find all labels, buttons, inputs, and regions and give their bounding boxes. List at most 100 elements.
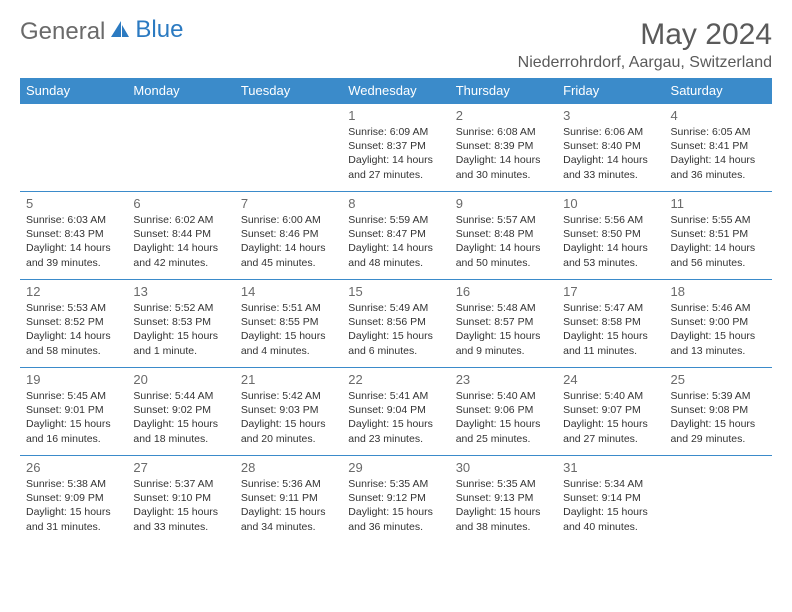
day-info: Sunrise: 5:42 AMSunset: 9:03 PMDaylight:…	[241, 389, 336, 446]
calendar-cell-empty	[20, 104, 127, 192]
day-number: 15	[348, 284, 443, 299]
calendar-cell: 10 Sunrise: 5:56 AMSunset: 8:50 PMDayligh…	[557, 192, 664, 280]
day-number: 23	[456, 372, 551, 387]
day-info: Sunrise: 6:08 AMSunset: 8:39 PMDaylight:…	[456, 125, 551, 182]
calendar-cell: 26 Sunrise: 5:38 AMSunset: 9:09 PMDayligh…	[20, 456, 127, 544]
calendar-header-row: SundayMondayTuesdayWednesdayThursdayFrid…	[20, 78, 772, 104]
day-info: Sunrise: 5:56 AMSunset: 8:50 PMDaylight:…	[563, 213, 658, 270]
day-header: Friday	[557, 78, 664, 104]
day-number: 12	[26, 284, 121, 299]
day-number: 21	[241, 372, 336, 387]
day-info: Sunrise: 6:09 AMSunset: 8:37 PMDaylight:…	[348, 125, 443, 182]
day-info: Sunrise: 6:03 AMSunset: 8:43 PMDaylight:…	[26, 213, 121, 270]
day-header: Monday	[127, 78, 234, 104]
calendar-cell: 13Sunrise: 5:52 AMSunset: 8:53 PMDayligh…	[127, 280, 234, 368]
day-number: 10	[563, 196, 658, 211]
calendar-cell-empty	[235, 104, 342, 192]
day-info: Sunrise: 5:36 AMSunset: 9:11 PMDaylight:…	[241, 477, 336, 534]
day-number: 5	[26, 196, 121, 211]
day-number: 26	[26, 460, 121, 475]
calendar-cell: 3 Sunrise: 6:06 AMSunset: 8:40 PMDaylight…	[557, 104, 664, 192]
day-info: Sunrise: 5:34 AMSunset: 9:14 PMDaylight:…	[563, 477, 658, 534]
logo-sail-icon	[107, 18, 131, 46]
calendar-cell: 29 Sunrise: 5:35 AMSunset: 9:12 PMDayligh…	[342, 456, 449, 544]
calendar-cell: 23 Sunrise: 5:40 AMSunset: 9:06 PMDayligh…	[450, 368, 557, 456]
calendar-cell: 2Sunrise: 6:08 AMSunset: 8:39 PMDaylight…	[450, 104, 557, 192]
day-header: Saturday	[665, 78, 772, 104]
day-info: Sunrise: 5:37 AMSunset: 9:10 PMDaylight:…	[133, 477, 228, 534]
day-number: 19	[26, 372, 121, 387]
logo-text-1: General	[20, 18, 105, 46]
title-block: May 2024 Niederrohrdorf, Aargau, Switzer…	[518, 18, 772, 72]
day-number: 30	[456, 460, 551, 475]
day-info: Sunrise: 5:49 AMSunset: 8:56 PMDaylight:…	[348, 301, 443, 358]
day-info: Sunrise: 5:55 AMSunset: 8:51 PMDaylight:…	[671, 213, 766, 270]
day-number: 1	[348, 108, 443, 123]
calendar-cell-empty	[665, 456, 772, 544]
calendar-week-row: 12 Sunrise: 5:53 AMSunset: 8:52 PMDayligh…	[20, 280, 772, 368]
day-info: Sunrise: 6:05 AMSunset: 8:41 PMDaylight:…	[671, 125, 766, 182]
calendar-cell: 6Sunrise: 6:02 AMSunset: 8:44 PMDaylight…	[127, 192, 234, 280]
day-header: Sunday	[20, 78, 127, 104]
logo-text-2: Blue	[135, 16, 183, 44]
day-number: 31	[563, 460, 658, 475]
calendar-cell: 18 Sunrise: 5:46 AMSunset: 9:00 PMDayligh…	[665, 280, 772, 368]
calendar-body: 1 Sunrise: 6:09 AMSunset: 8:37 PMDaylight…	[20, 104, 772, 544]
day-number: 3	[563, 108, 658, 123]
day-info: Sunrise: 5:38 AMSunset: 9:09 PMDaylight:…	[26, 477, 121, 534]
calendar-cell: 12 Sunrise: 5:53 AMSunset: 8:52 PMDayligh…	[20, 280, 127, 368]
logo: General Blue	[20, 18, 183, 46]
day-info: Sunrise: 5:45 AMSunset: 9:01 PMDaylight:…	[26, 389, 121, 446]
day-number: 18	[671, 284, 766, 299]
calendar-cell: 5 Sunrise: 6:03 AMSunset: 8:43 PMDaylight…	[20, 192, 127, 280]
calendar-week-row: 1 Sunrise: 6:09 AMSunset: 8:37 PMDaylight…	[20, 104, 772, 192]
calendar-cell: 7Sunrise: 6:00 AMSunset: 8:46 PMDaylight…	[235, 192, 342, 280]
calendar-cell: 30Sunrise: 5:35 AMSunset: 9:13 PMDayligh…	[450, 456, 557, 544]
calendar-table: SundayMondayTuesdayWednesdayThursdayFrid…	[20, 78, 772, 544]
day-info: Sunrise: 5:47 AMSunset: 8:58 PMDaylight:…	[563, 301, 658, 358]
day-number: 14	[241, 284, 336, 299]
day-info: Sunrise: 6:06 AMSunset: 8:40 PMDaylight:…	[563, 125, 658, 182]
calendar-cell: 9Sunrise: 5:57 AMSunset: 8:48 PMDaylight…	[450, 192, 557, 280]
calendar-cell: 16 Sunrise: 5:48 AMSunset: 8:57 PMDayligh…	[450, 280, 557, 368]
header: General Blue May 2024 Niederrohrdorf, Aa…	[20, 18, 772, 72]
calendar-cell: 11 Sunrise: 5:55 AMSunset: 8:51 PMDayligh…	[665, 192, 772, 280]
calendar-week-row: 5 Sunrise: 6:03 AMSunset: 8:43 PMDaylight…	[20, 192, 772, 280]
day-info: Sunrise: 5:51 AMSunset: 8:55 PMDaylight:…	[241, 301, 336, 358]
calendar-week-row: 19 Sunrise: 5:45 AMSunset: 9:01 PMDayligh…	[20, 368, 772, 456]
day-header: Wednesday	[342, 78, 449, 104]
day-number: 25	[671, 372, 766, 387]
day-info: Sunrise: 5:35 AMSunset: 9:12 PMDaylight:…	[348, 477, 443, 534]
day-info: Sunrise: 5:41 AMSunset: 9:04 PMDaylight:…	[348, 389, 443, 446]
day-info: Sunrise: 5:52 AMSunset: 8:53 PMDaylight:…	[133, 301, 228, 358]
day-info: Sunrise: 5:53 AMSunset: 8:52 PMDaylight:…	[26, 301, 121, 358]
day-info: Sunrise: 5:44 AMSunset: 9:02 PMDaylight:…	[133, 389, 228, 446]
calendar-cell: 22 Sunrise: 5:41 AMSunset: 9:04 PMDayligh…	[342, 368, 449, 456]
day-number: 16	[456, 284, 551, 299]
calendar-cell: 1 Sunrise: 6:09 AMSunset: 8:37 PMDaylight…	[342, 104, 449, 192]
day-info: Sunrise: 5:48 AMSunset: 8:57 PMDaylight:…	[456, 301, 551, 358]
calendar-cell: 28 Sunrise: 5:36 AMSunset: 9:11 PMDayligh…	[235, 456, 342, 544]
calendar-cell: 24 Sunrise: 5:40 AMSunset: 9:07 PMDayligh…	[557, 368, 664, 456]
calendar-cell: 20Sunrise: 5:44 AMSunset: 9:02 PMDayligh…	[127, 368, 234, 456]
day-number: 24	[563, 372, 658, 387]
day-header: Tuesday	[235, 78, 342, 104]
day-info: Sunrise: 5:46 AMSunset: 9:00 PMDaylight:…	[671, 301, 766, 358]
calendar-cell: 19 Sunrise: 5:45 AMSunset: 9:01 PMDayligh…	[20, 368, 127, 456]
calendar-cell: 25 Sunrise: 5:39 AMSunset: 9:08 PMDayligh…	[665, 368, 772, 456]
day-number: 29	[348, 460, 443, 475]
day-number: 22	[348, 372, 443, 387]
day-number: 28	[241, 460, 336, 475]
location-text: Niederrohrdorf, Aargau, Switzerland	[518, 54, 772, 72]
day-number: 8	[348, 196, 443, 211]
day-info: Sunrise: 5:40 AMSunset: 9:06 PMDaylight:…	[456, 389, 551, 446]
day-number: 11	[671, 196, 766, 211]
day-info: Sunrise: 6:00 AMSunset: 8:46 PMDaylight:…	[241, 213, 336, 270]
calendar-cell: 15 Sunrise: 5:49 AMSunset: 8:56 PMDayligh…	[342, 280, 449, 368]
day-info: Sunrise: 6:02 AMSunset: 8:44 PMDaylight:…	[133, 213, 228, 270]
calendar-cell-empty	[127, 104, 234, 192]
day-info: Sunrise: 5:40 AMSunset: 9:07 PMDaylight:…	[563, 389, 658, 446]
day-info: Sunrise: 5:39 AMSunset: 9:08 PMDaylight:…	[671, 389, 766, 446]
calendar-cell: 27Sunrise: 5:37 AMSunset: 9:10 PMDayligh…	[127, 456, 234, 544]
day-number: 4	[671, 108, 766, 123]
